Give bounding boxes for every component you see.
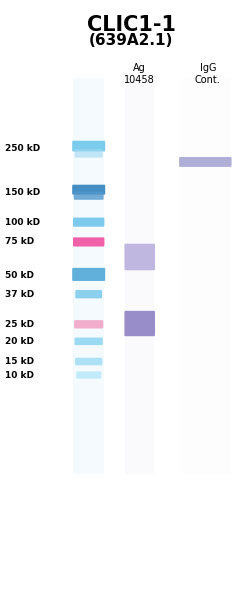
FancyBboxPatch shape (72, 268, 105, 281)
FancyBboxPatch shape (179, 157, 232, 167)
Text: 37 kD: 37 kD (5, 290, 34, 299)
Text: 75 kD: 75 kD (5, 238, 34, 247)
Text: 100 kD: 100 kD (5, 218, 40, 227)
Bar (180, 78, 231, 474)
Text: 25 kD: 25 kD (5, 320, 34, 329)
Bar (73, 78, 104, 474)
FancyBboxPatch shape (74, 191, 104, 200)
FancyBboxPatch shape (73, 218, 104, 227)
FancyBboxPatch shape (75, 358, 102, 365)
Text: 250 kD: 250 kD (5, 144, 40, 153)
FancyBboxPatch shape (73, 238, 104, 247)
Text: (639A2.1): (639A2.1) (89, 33, 174, 48)
Text: IgG
Cont.: IgG Cont. (195, 63, 221, 85)
Text: CLIC1-1: CLIC1-1 (87, 15, 176, 35)
Text: Ag
10458: Ag 10458 (124, 63, 155, 85)
Text: 15 kD: 15 kD (5, 357, 34, 366)
Bar (125, 78, 154, 474)
FancyBboxPatch shape (124, 244, 155, 270)
FancyBboxPatch shape (72, 141, 105, 151)
Text: 10 kD: 10 kD (5, 370, 34, 379)
FancyBboxPatch shape (75, 338, 103, 345)
Text: 50 kD: 50 kD (5, 271, 34, 280)
FancyBboxPatch shape (124, 311, 155, 336)
FancyBboxPatch shape (76, 371, 101, 379)
FancyBboxPatch shape (75, 149, 103, 158)
FancyBboxPatch shape (72, 185, 105, 194)
FancyBboxPatch shape (74, 320, 103, 328)
FancyBboxPatch shape (75, 290, 102, 298)
Text: 150 kD: 150 kD (5, 188, 40, 197)
Text: 20 kD: 20 kD (5, 337, 34, 346)
